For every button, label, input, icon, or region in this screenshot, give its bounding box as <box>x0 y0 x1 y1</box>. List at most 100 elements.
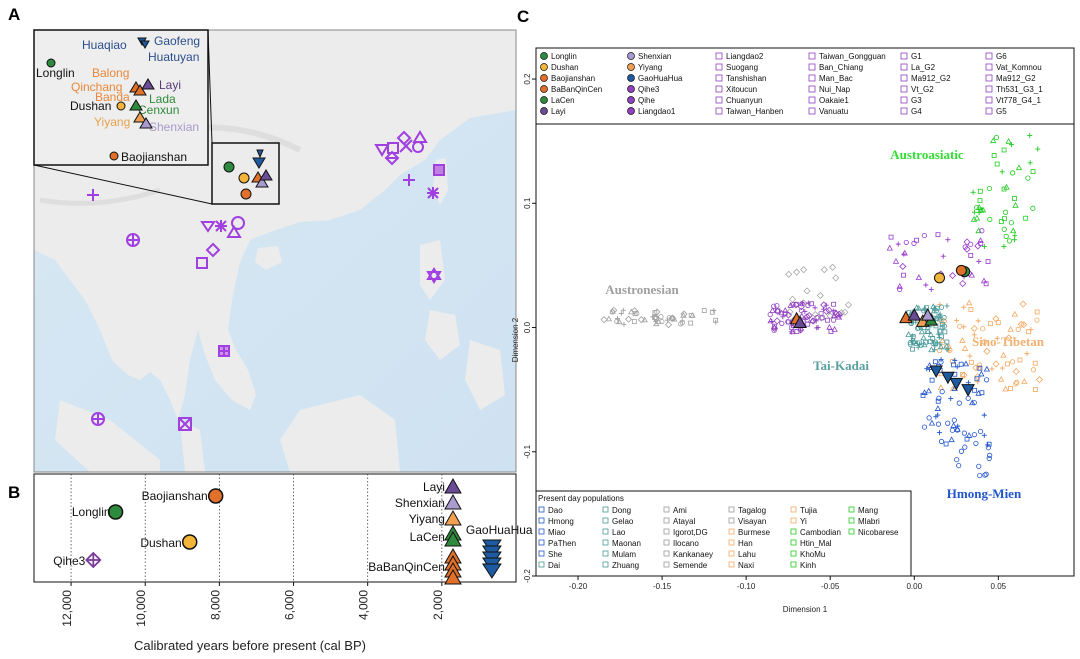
timeline-site-label: Layi <box>423 480 445 494</box>
pca-legend-key <box>808 96 816 104</box>
pca-point <box>916 340 922 346</box>
pca-point <box>680 310 688 318</box>
pca-ytick-label: -0.2 <box>523 569 532 583</box>
pca-legend-label: Shenxian <box>638 52 671 61</box>
pca-point <box>949 271 957 280</box>
pca-point <box>1019 300 1027 308</box>
inset-site-label: Shenxian <box>149 120 199 134</box>
pca-point <box>932 359 938 365</box>
pca-point <box>999 365 1005 371</box>
pca-legend-label: Longlin <box>551 52 577 61</box>
pca-point <box>1015 164 1023 171</box>
pca-point <box>947 347 953 353</box>
pca-point <box>1030 367 1036 373</box>
pca-present-key <box>663 561 670 568</box>
pca-present-key <box>663 539 670 546</box>
pca-point <box>1001 243 1007 249</box>
pca-point <box>918 328 926 335</box>
pca-present-key <box>602 539 609 546</box>
pca-point <box>828 329 834 335</box>
pca-point <box>1030 169 1036 175</box>
pca-legend-label: Ban_Chiang <box>819 63 863 72</box>
pca-point <box>618 311 624 317</box>
pca-present-label: Nicobarese <box>858 528 899 537</box>
pca-present-key <box>728 517 735 524</box>
pca-legend-key <box>540 96 548 104</box>
pca-point <box>951 362 957 368</box>
timeline-site-label: BaBanQinCen <box>368 560 445 574</box>
pca-point <box>805 321 811 327</box>
pca-point <box>1012 367 1020 376</box>
pca-legend-key <box>900 85 908 93</box>
pca-present-label: Yi <box>800 517 807 526</box>
pca-point <box>968 307 974 312</box>
pca-point <box>1011 310 1018 317</box>
pca-point <box>983 471 989 477</box>
pca-point <box>934 405 942 411</box>
pca-point <box>987 216 993 223</box>
pca-point <box>1012 237 1018 243</box>
pca-present-label: Burmese <box>738 528 771 537</box>
pca-point <box>895 241 901 247</box>
pca-point <box>983 347 991 355</box>
pca-point <box>989 366 995 372</box>
pca-point <box>653 316 659 321</box>
pca-present-label: Visayan <box>738 517 766 526</box>
pca-point <box>998 219 1004 225</box>
timeline-tick-label: 12,000 <box>60 590 74 627</box>
pca-point <box>980 326 986 332</box>
pca-point <box>910 334 916 340</box>
pca-point <box>812 305 818 311</box>
pca-present-key <box>848 506 855 513</box>
pca-legend-label: Vt778_G4_1 <box>996 96 1041 105</box>
timeline-site-label: Longlin <box>72 505 111 519</box>
pca-legend-label: LaCen <box>551 96 575 105</box>
pca-point <box>981 243 987 249</box>
pca-point <box>936 395 942 401</box>
pca-point <box>940 253 946 259</box>
pca-legend-key <box>627 85 635 93</box>
pca-point <box>954 425 961 432</box>
pca-present-key <box>538 561 545 568</box>
pca-point <box>600 316 608 324</box>
pca-point <box>911 240 917 246</box>
inset-site-label: Huaqiao <box>82 38 127 52</box>
pca-legend-key <box>900 74 908 82</box>
pca-present-key <box>538 550 545 557</box>
pca-point <box>1015 326 1021 332</box>
pca-point <box>1005 361 1010 367</box>
pca-point <box>668 314 676 322</box>
timeline-tick-label: 4,000 <box>357 590 371 620</box>
pca-point <box>921 305 929 312</box>
pca-point <box>983 281 989 287</box>
timeline-site-label: Yiyang <box>409 512 445 526</box>
pca-point <box>962 360 970 367</box>
pca-point <box>671 315 678 322</box>
pca-ancient-marker <box>955 264 967 276</box>
pca-point <box>653 320 660 327</box>
pca-point <box>974 242 982 250</box>
pca-legend-key <box>627 96 635 104</box>
pca-point <box>968 241 974 247</box>
pca-point <box>713 317 719 323</box>
pca-point <box>1035 146 1041 152</box>
pca-legend-label: Qihe3 <box>638 85 660 94</box>
pca-point <box>897 286 903 292</box>
pca-legend-label: G1 <box>911 52 922 61</box>
pca-point <box>937 343 945 350</box>
pca-legend-key <box>985 107 993 115</box>
timeline-site-label: GaoHuaHua <box>466 523 533 537</box>
pca-point <box>935 232 941 238</box>
pca-point <box>975 204 983 210</box>
pca-legend-label: Oakaie1 <box>819 96 849 105</box>
pca-point <box>950 422 957 428</box>
pca-ytick-label: -0.1 <box>523 444 532 458</box>
pca-point <box>964 436 970 442</box>
timeline-tick-label: 10,000 <box>134 590 148 627</box>
pca-legend-key <box>808 85 816 93</box>
pca-present-label: PaThen <box>548 539 576 548</box>
pca-present-key <box>602 550 609 557</box>
pca-point <box>815 324 821 330</box>
timeline-tick-label: 2,000 <box>431 590 445 620</box>
